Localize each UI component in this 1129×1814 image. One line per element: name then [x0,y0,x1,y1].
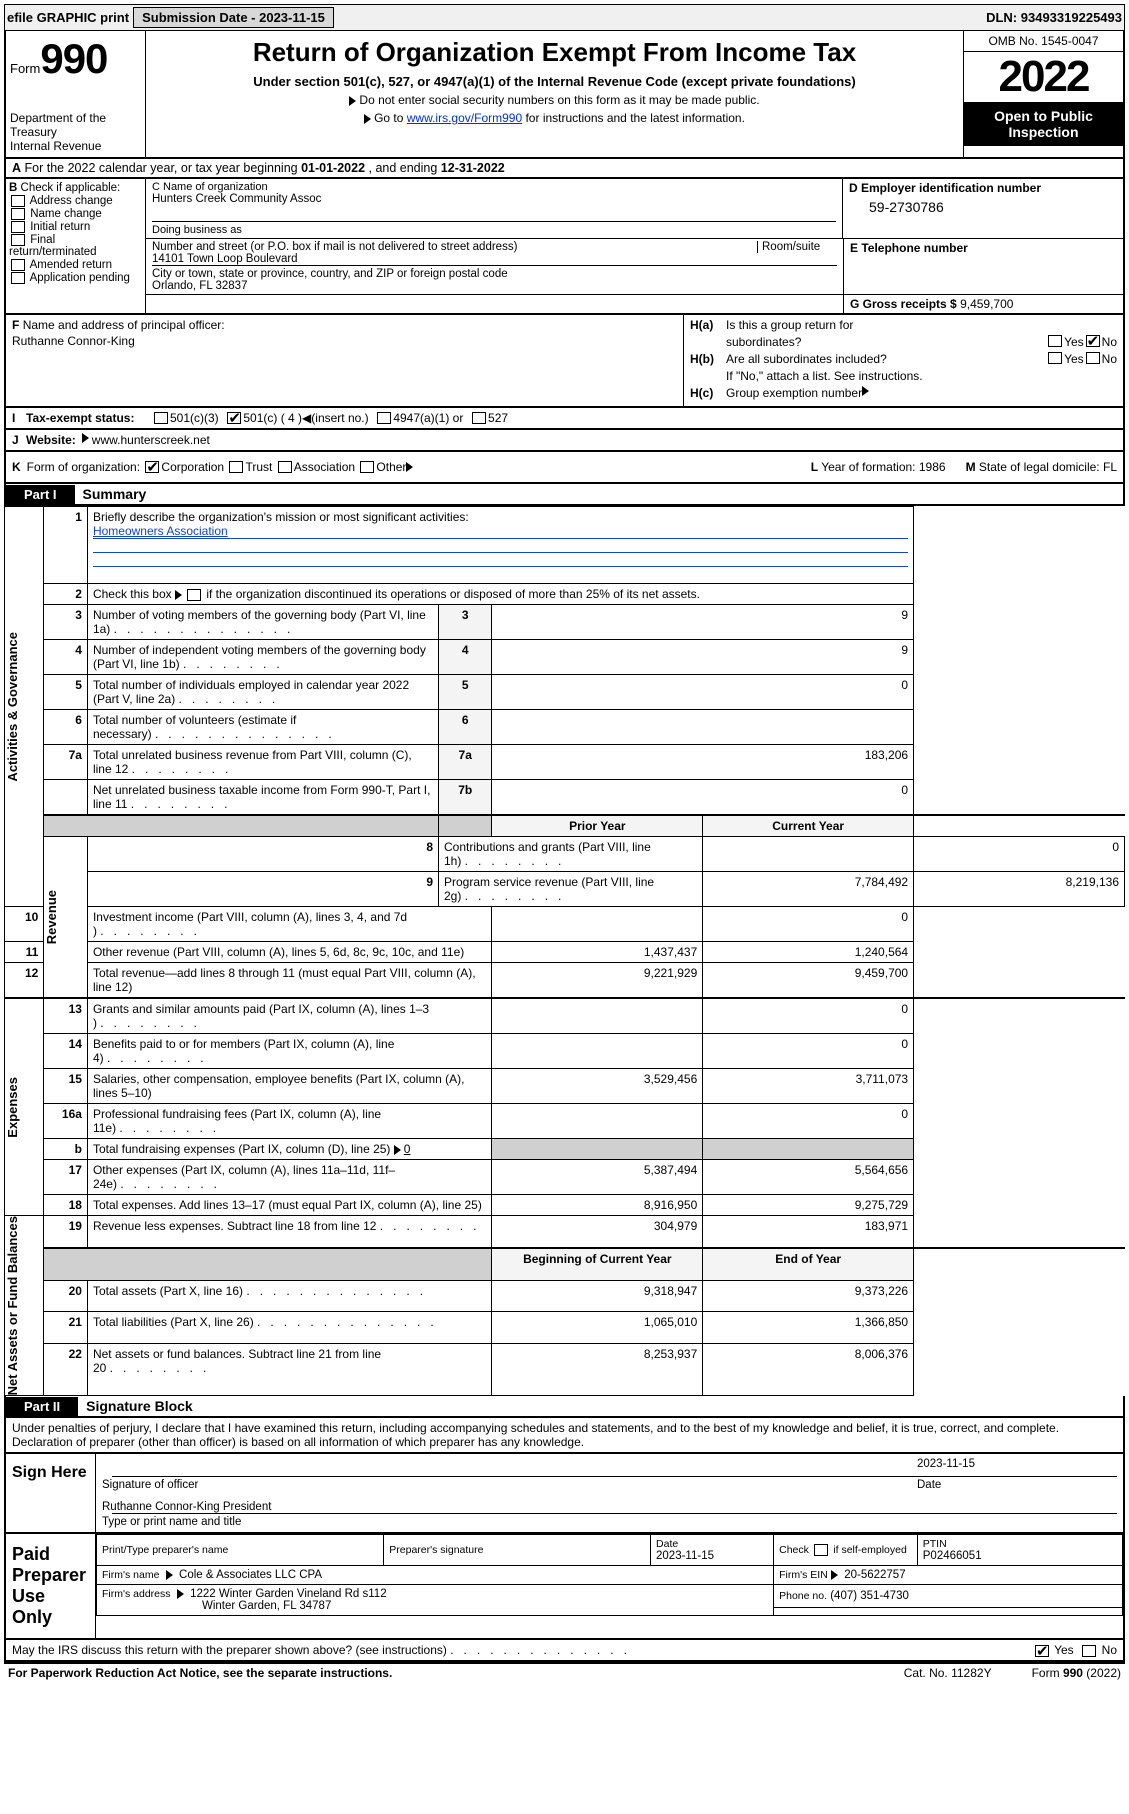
street-address: 14101 Town Loop Boulevard [152,253,837,265]
ssn-note: Do not enter social security numbers on … [152,93,957,107]
discuss-yes-checkbox[interactable] [1035,1645,1049,1657]
part1-header: Part I Summary [4,484,1125,506]
form-header: Form990 Department of the Treasury Inter… [4,31,1125,159]
triangle-icon [177,1589,184,1599]
calendar-year-row: A For the 2022 calendar year, or tax yea… [4,159,1125,179]
discuss-row: May the IRS discuss this return with the… [4,1640,1125,1662]
triangle-icon [406,462,413,472]
phone-label: E Telephone number [850,241,1117,255]
mission-text: Homeowners Association [93,524,228,538]
name-change-checkbox[interactable] [11,208,25,220]
paid-preparer-row: Paid Preparer Use Only Print/Type prepar… [4,1534,1125,1640]
sign-here-row: Sign Here 2023-11-15 Signature of office… [4,1454,1125,1534]
other-checkbox[interactable] [360,461,374,473]
ha-no-checkbox[interactable] [1086,335,1100,347]
officer-name: Ruthanne Connor-King [12,334,677,348]
ha-yes-checkbox[interactable] [1048,335,1062,347]
firm-address: 1222 Winter Garden Vineland Rd s112 [190,1588,386,1600]
corporation-checkbox[interactable] [145,461,159,473]
dept-label: Department of the Treasury [10,111,141,139]
discuss-no-checkbox[interactable] [1082,1645,1096,1657]
form-label: Form990 [10,35,141,83]
form-of-org-row: KForm of organization: Corporation Trust… [4,452,1125,484]
4947-checkbox[interactable] [377,412,391,424]
ein-label: D Employer identification number [849,181,1117,195]
amended-return-checkbox[interactable] [11,259,25,271]
501c3-checkbox[interactable] [154,412,168,424]
discontinued-checkbox[interactable] [187,589,201,601]
org-name-label: C Name of organization [152,181,836,193]
expenses-label: Expenses [5,1077,20,1138]
irs-label: Internal Revenue [10,139,141,153]
tax-year: 2022 [964,52,1123,102]
top-toolbar: efile GRAPHIC print Submission Date - 20… [4,4,1125,31]
initial-return-checkbox[interactable] [11,221,25,233]
final-return-checkbox[interactable] [11,234,25,246]
hb-yes-checkbox[interactable] [1048,352,1062,364]
gross-receipts: G Gross receipts $ 9,459,700 [843,295,1123,313]
revenue-label: Revenue [44,890,59,944]
hb-no-checkbox[interactable] [1086,352,1100,364]
part2-header: Part II Signature Block [4,1396,1125,1418]
city-state-zip: Orlando, FL 32837 [152,280,837,292]
section-b-c-d: B Check if applicable: Address change Na… [4,179,1125,315]
efile-label: efile GRAPHIC print [7,10,129,25]
open-to-public: Open to Public Inspection [964,102,1123,146]
irs-link[interactable]: www.irs.gov/Form990 [407,111,522,125]
triangle-icon [862,386,869,396]
form-title: Return of Organization Exempt From Incom… [152,37,957,68]
application-pending-checkbox[interactable] [11,272,25,284]
net-assets-label: Net Assets or Fund Balances [5,1216,20,1395]
self-employed-checkbox[interactable] [814,1544,828,1556]
triangle-icon [831,1570,838,1580]
triangle-icon [394,1145,401,1155]
triangle-icon [364,114,371,124]
declaration-text: Under penalties of perjury, I declare th… [4,1418,1125,1454]
submission-date-button[interactable]: Submission Date - 2023-11-15 [133,7,334,28]
triangle-icon [349,96,356,106]
dba-label: Doing business as [152,221,836,236]
footer: For Paperwork Reduction Act Notice, see … [4,1662,1125,1682]
ein-value: 59-2730786 [869,199,1117,215]
tax-exempt-status: I Tax-exempt status: 501(c)(3) 501(c) ( … [4,408,1125,430]
firm-name: Cole & Associates LLC CPA [179,1569,322,1581]
triangle-icon [82,433,89,443]
address-change-checkbox[interactable] [11,195,25,207]
527-checkbox[interactable] [472,412,486,424]
instructions-link: Go to www.irs.gov/Form990 for instructio… [152,111,957,125]
activities-governance-label: Activities & Governance [5,632,20,782]
section-f-h: F Name and address of principal officer:… [4,315,1125,408]
trust-checkbox[interactable] [229,461,243,473]
association-checkbox[interactable] [278,461,292,473]
summary-table: Activities & Governance 1 Briefly descri… [4,506,1125,1396]
form-subtitle: Under section 501(c), 527, or 4947(a)(1)… [152,74,957,89]
omb-number: OMB No. 1545-0047 [964,31,1123,52]
triangle-icon [166,1570,173,1580]
triangle-icon [175,590,182,600]
website-row: J Website: www.hunterscreek.net [4,430,1125,452]
dln-label: DLN: 93493319225493 [986,10,1122,25]
org-name: Hunters Creek Community Assoc [152,193,836,205]
officer-name-title: Ruthanne Connor-King President [102,1501,1117,1513]
website-url: www.hunterscreek.net [92,433,210,447]
501c-checkbox[interactable] [227,412,241,424]
